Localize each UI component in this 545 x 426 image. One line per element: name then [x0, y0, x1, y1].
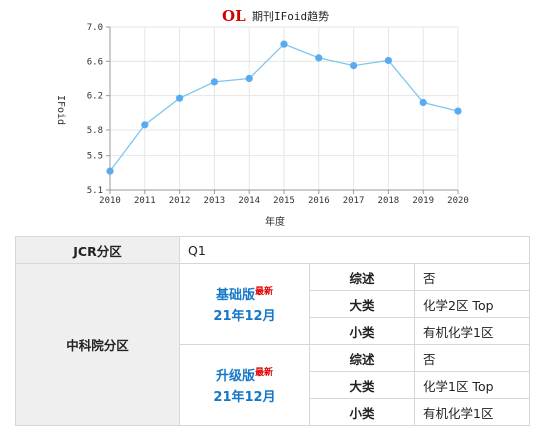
ifoid-chart: OL 期刊IFoid趋势 2010 2011 2012 2013 2014 2015 201…: [55, 7, 469, 228]
y-tick-label: 7.0: [87, 23, 103, 33]
v0-row-2: 小类 有机化学1区: [16, 317, 531, 345]
chart-axes: 2010 2011 2012 2013 2014 2015 2016 2017 2018 2019…: [87, 23, 469, 206]
data-point: [106, 167, 114, 175]
chart-grid: [109, 26, 459, 191]
data-point: [454, 107, 462, 115]
row-key: 小类: [309, 317, 415, 345]
row-key: 综述: [309, 263, 415, 291]
y-tick-label: 6.2: [87, 92, 103, 102]
data-point: [419, 98, 427, 107]
x-tick-label: 2014: [238, 196, 260, 206]
jcr-label: JCR分区: [15, 236, 180, 264]
data-point: [141, 121, 149, 129]
x-axis-label: 年度: [265, 215, 285, 228]
cas-label: 中科院分区: [15, 263, 180, 426]
data-point: [315, 54, 323, 62]
chart-subtitle: 期刊IFoid趋势: [252, 10, 329, 23]
y-tick-label: 5.8: [87, 126, 103, 136]
version-upgrade-name: 升级版: [215, 369, 255, 385]
row-value: 否: [413, 344, 531, 372]
partition-table: JCR分区 Q1 中科院分区 基础版最新 21年12月 综述 否 大类 化学2区…: [15, 236, 531, 426]
row-key: 大类: [309, 290, 415, 318]
version-upgrade-badge: 最新: [255, 368, 274, 379]
row-value: 化学2区 Top: [413, 290, 531, 318]
data-point: [210, 78, 218, 86]
row-value: 化学1区 Top: [413, 371, 531, 399]
version-basic-badge: 最新: [255, 287, 274, 298]
x-tick-label: 2013: [204, 196, 226, 206]
data-point: [384, 56, 392, 65]
data-point: [176, 94, 184, 102]
y-tick-label: 6.6: [87, 57, 103, 67]
jcr-row: JCR分区 Q1: [15, 236, 531, 264]
v0-row-0: 中科院分区 基础版最新 21年12月 综述 否: [15, 263, 531, 426]
x-tick-label: 2016: [308, 196, 330, 206]
version-upgrade-date: 21年12月: [213, 389, 276, 405]
version-basic-date: 21年12月: [213, 308, 276, 324]
y-tick-label: 5.5: [87, 152, 103, 162]
chart-title: OL: [222, 7, 246, 25]
data-point: [280, 40, 288, 48]
version-basic: 基础版最新 21年12月: [179, 263, 310, 345]
row-key: 大类: [309, 371, 415, 399]
row-value: 否: [413, 263, 531, 291]
jcr-value: Q1: [178, 236, 531, 264]
row-value: 有机化学1区: [413, 317, 531, 345]
v0-row-1: 大类 化学2区 Top: [16, 290, 531, 318]
data-point: [245, 74, 253, 83]
data-point: [350, 62, 358, 70]
row-key: 小类: [309, 398, 415, 426]
x-tick-label: 2020: [447, 196, 469, 206]
chart-series: [106, 40, 462, 175]
version-basic-name: 基础版: [215, 288, 255, 304]
v1-row-1: 大类 化学1区 Top: [16, 371, 531, 399]
y-tick-label: 5.1: [87, 186, 103, 196]
row-key: 综述: [309, 344, 415, 372]
x-tick-label: 2015: [273, 196, 295, 206]
x-tick-label: 2011: [134, 196, 156, 206]
version-upgrade: 升级版最新 21年12月: [179, 344, 310, 426]
row-value: 有机化学1区: [413, 398, 531, 426]
x-tick-label: 2019: [412, 196, 434, 206]
x-tick-label: 2010: [99, 196, 121, 206]
v1-row-0: 升级版最新 21年12月 综述 否: [16, 344, 531, 426]
ifoid-chart-svg: OL 期刊IFoid趋势 2010 2011 2012 2013 2014 2015 201…: [55, 7, 469, 228]
x-tick-label: 2017: [343, 196, 365, 206]
x-tick-label: 2018: [378, 196, 400, 206]
x-tick-label: 2012: [169, 196, 191, 206]
y-axis-label: IFoid: [55, 95, 66, 125]
